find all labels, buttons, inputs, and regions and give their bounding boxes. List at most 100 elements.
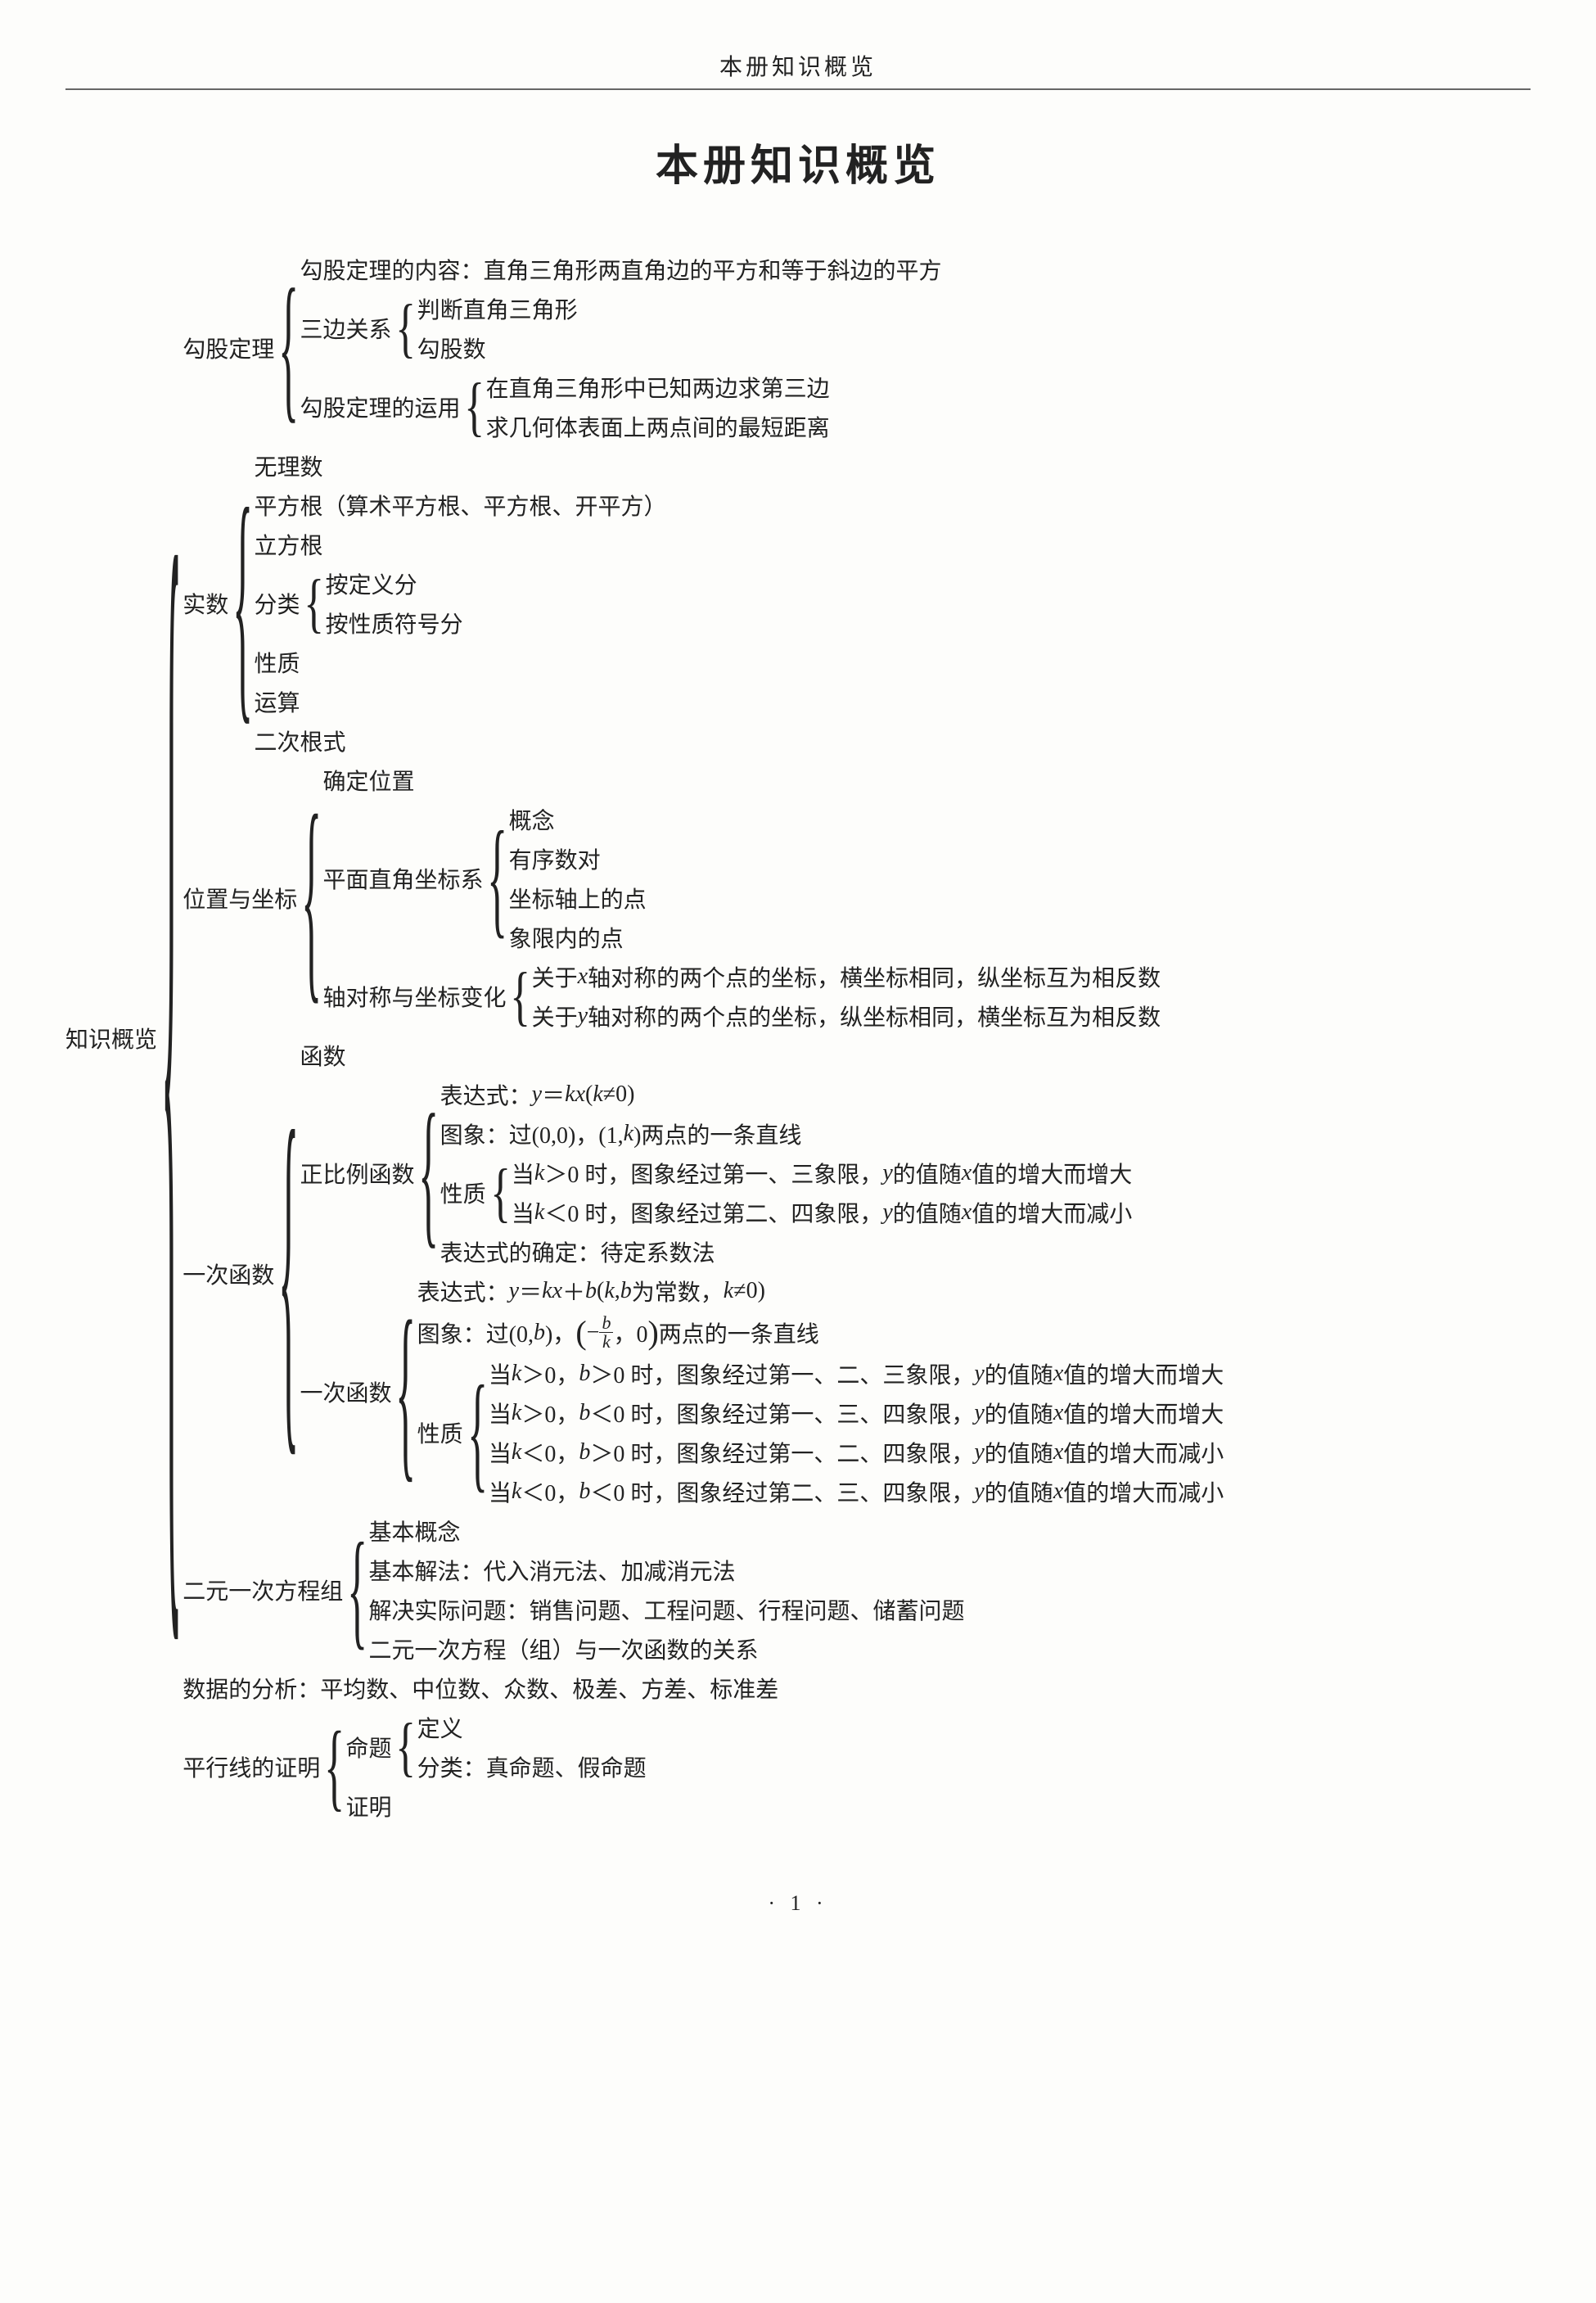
branch-children: 命题{定义分类：真命题、假命题证明 (345, 1708, 646, 1826)
tree-leaf: 当 k＞0，b＜0 时，图象经过第一、三、四象限，y 的值随 x 值的增大而增大 (489, 1393, 1224, 1433)
brace: { (467, 1367, 489, 1498)
tree-leaf: 立方根 (254, 525, 322, 564)
branch-children: 函数正比例函数{表达式：y＝kx(k≠0)图象：过(0,0)，(1,k)两点的一… (300, 1036, 1224, 1511)
tree-branch: 平面直角坐标系{概念有序数对坐标轴上的点象限内的点 (322, 800, 646, 957)
tree-branch: 勾股定理的运用{在直角三角形中已知两边求第三边求几何体表面上两点间的最短距离 (300, 368, 829, 446)
brace: { (323, 1718, 345, 1816)
branch-label: 轴对称与坐标变化 (322, 980, 509, 1013)
tree-leaf: 当 k＜0，b＜0 时，图象经过第二、三、四象限，y 的值随 x 值的增大而减小 (489, 1472, 1224, 1511)
branch-label: 平面直角坐标系 (322, 862, 486, 895)
tree-branch: 正比例函数{表达式：y＝kx(k≠0)图象：过(0,0)，(1,k)两点的一条直… (300, 1075, 1132, 1271)
tree-leaf: 数据的分析：平均数、中位数、众数、极差、方差、标准差 (183, 1669, 778, 1708)
tree-branch: 三边关系{判断直角三角形勾股数 (300, 289, 577, 368)
branch-children: 关于 x 轴对称的两个点的坐标，横坐标相同，纵坐标互为相反数关于 y 轴对称的两… (532, 957, 1161, 1036)
tree-leaf: 表达式：y＝kx(k≠0) (440, 1075, 635, 1114)
tree-branch: 实数{无理数平方根（算术平方根、平方根、开平方）立方根分类{按定义分按性质符号分… (183, 446, 666, 761)
tree-leaf: 定义 (417, 1708, 463, 1747)
brace: { (160, 383, 183, 1693)
page-number: · 1 · (65, 1891, 1531, 1916)
tree-branch: 二元一次方程组{基本概念基本解法：代入消元法、加减消元法解决实际问题：销售问题、… (183, 1511, 964, 1669)
tree-leaf: 表达式：y＝kx＋b(k,b 为常数，k≠0) (417, 1271, 765, 1311)
branch-label: 位置与坐标 (183, 882, 300, 914)
brace: { (303, 571, 325, 636)
root-children: 勾股定理{勾股定理的内容：直角三角形两直角边的平方和等于斜边的平方三边关系{判断… (183, 250, 1224, 1826)
tree-branch: 性质{当 k＞0，b＞0 时，图象经过第一、二、三象限，y 的值随 x 值的增大… (417, 1354, 1224, 1511)
tree-leaf: 基本解法：代入消元法、加减消元法 (368, 1551, 735, 1590)
tree-leaf: 判断直角三角形 (417, 289, 578, 328)
tree-leaf: 二次根式 (254, 721, 345, 761)
branch-children: 定义分类：真命题、假命题 (417, 1708, 647, 1786)
tree-leaf: 勾股数 (417, 328, 486, 368)
branch-label: 勾股定理的运用 (300, 391, 463, 423)
brace: { (346, 1524, 368, 1655)
branch-children: 无理数平方根（算术平方根、平方根、开平方）立方根分类{按定义分按性质符号分性质运… (254, 446, 666, 761)
branch-label: 三边关系 (300, 312, 394, 345)
tree-leaf: 图象：过(0,0)，(1,k)两点的一条直线 (440, 1114, 802, 1154)
tree-leaf: 当 k＜0 时，图象经过第二、四象限，y 的值随 x 值的增大而减小 (512, 1193, 1132, 1232)
tree-branch: 轴对称与坐标变化{关于 x 轴对称的两个点的坐标，横坐标相同，纵坐标互为相反数关… (322, 957, 1161, 1036)
branch-children: 勾股定理的内容：直角三角形两直角边的平方和等于斜边的平方三边关系{判断直角三角形… (300, 250, 941, 446)
tree-leaf: 当 k＜0，b＞0 时，图象经过第一、二、四象限，y 的值随 x 值的增大而减小 (489, 1433, 1224, 1472)
knowledge-tree: 知识概览{勾股定理{勾股定理的内容：直角三角形两直角边的平方和等于斜边的平方三边… (65, 250, 1531, 1826)
tree-leaf: 图象：过(0,b)，(−bk，0)两点的一条直线 (417, 1311, 819, 1354)
branch-label: 实数 (183, 587, 232, 620)
brace: { (489, 1160, 512, 1226)
tree-leaf: 求几何体表面上两点间的最短距离 (486, 407, 830, 446)
tree-branch: 命题{定义分类：真命题、假命题 (345, 1708, 646, 1786)
branch-children: 概念有序数对坐标轴上的点象限内的点 (509, 800, 647, 957)
tree-branch: 一次函数{表达式：y＝kx＋b(k,b 为常数，k≠0)图象：过(0,b)，(−… (300, 1271, 1224, 1511)
branch-children: 确定位置平面直角坐标系{概念有序数对坐标轴上的点象限内的点轴对称与坐标变化{关于… (322, 761, 1161, 1036)
brace: { (277, 1077, 300, 1470)
brace: { (509, 964, 531, 1029)
branch-label: 性质 (440, 1176, 489, 1209)
branch-label: 二元一次方程组 (183, 1574, 346, 1606)
tree-branch: 位置与坐标{确定位置平面直角坐标系{概念有序数对坐标轴上的点象限内的点轴对称与坐… (183, 761, 1161, 1036)
branch-children: 当 k＞0 时，图象经过第一、三象限，y 的值随 x 值的增大而增大当 k＜0 … (512, 1154, 1132, 1232)
tree-leaf: 函数 (300, 1036, 345, 1075)
tree-leaf: 当 k＞0 时，图象经过第一、三象限，y 的值随 x 值的增大而增大 (512, 1154, 1132, 1193)
brace: { (394, 1294, 417, 1490)
brace: { (463, 374, 485, 440)
branch-children: 判断直角三角形勾股数 (417, 289, 578, 368)
tree-leaf: 基本概念 (368, 1511, 460, 1551)
running-header: 本册知识概览 (65, 49, 1531, 90)
branch-label: 正比例函数 (300, 1157, 417, 1190)
tree-leaf: 解决实际问题：销售问题、工程问题、行程问题、储蓄问题 (368, 1590, 964, 1629)
brace: { (486, 813, 508, 944)
branch-children: 在直角三角形中已知两边求第三边求几何体表面上两点间的最短距离 (486, 368, 830, 446)
tree-leaf: 确定位置 (322, 761, 414, 800)
branch-label: 性质 (417, 1416, 467, 1449)
brace: { (277, 266, 300, 430)
tree-leaf: 按定义分 (326, 564, 417, 603)
tree-leaf: 当 k＞0，b＞0 时，图象经过第一、二、三象限，y 的值随 x 值的增大而增大 (489, 1354, 1224, 1393)
tree-leaf: 勾股定理的内容：直角三角形两直角边的平方和等于斜边的平方 (300, 250, 941, 289)
tree-leaf: 概念 (509, 800, 555, 839)
tree-leaf: 关于 x 轴对称的两个点的坐标，横坐标相同，纵坐标互为相反数 (532, 957, 1161, 996)
tree-branch: 分类{按定义分按性质符号分 (254, 564, 462, 643)
branch-children: 表达式：y＝kx(k≠0)图象：过(0,0)，(1,k)两点的一条直线性质{当 … (440, 1075, 1133, 1271)
tree-leaf: 按性质符号分 (326, 603, 463, 643)
branch-children: 表达式：y＝kx＋b(k,b 为常数，k≠0)图象：过(0,b)，(−bk，0)… (417, 1271, 1224, 1511)
branch-label: 一次函数 (300, 1375, 394, 1408)
branch-label: 命题 (345, 1731, 394, 1763)
tree-branch: 勾股定理{勾股定理的内容：直角三角形两直角边的平方和等于斜边的平方三边关系{判断… (183, 250, 941, 446)
branch-label: 勾股定理 (183, 332, 277, 364)
tree-branch: 平行线的证明{命题{定义分类：真命题、假命题证明 (183, 1708, 646, 1826)
brace: { (417, 1091, 440, 1255)
tree-branch: 性质{当 k＞0 时，图象经过第一、三象限，y 的值随 x 值的增大而增大当 k… (440, 1154, 1133, 1232)
tree-leaf: 有序数对 (509, 839, 601, 878)
branch-children: 当 k＞0，b＞0 时，图象经过第一、二、三象限，y 的值随 x 值的增大而增大… (489, 1354, 1224, 1511)
tree-leaf: 在直角三角形中已知两边求第三边 (486, 368, 830, 407)
tree-branch: 一次函数{函数正比例函数{表达式：y＝kx(k≠0)图象：过(0,0)，(1,k… (183, 1036, 1224, 1511)
brace: { (232, 472, 254, 734)
brace: { (394, 1714, 417, 1780)
tree-leaf: 性质 (254, 643, 300, 682)
tree-leaf: 关于 y 轴对称的两个点的坐标，纵坐标相同，横坐标互为相反数 (532, 996, 1161, 1036)
tree-leaf: 无理数 (254, 446, 322, 485)
tree-leaf: 二元一次方程（组）与一次函数的关系 (368, 1629, 758, 1669)
branch-label: 分类 (254, 587, 303, 620)
tree-leaf: 运算 (254, 682, 300, 721)
tree-leaf: 象限内的点 (509, 918, 624, 957)
root-label: 知识概览 (65, 1022, 160, 1054)
branch-label: 平行线的证明 (183, 1750, 323, 1783)
